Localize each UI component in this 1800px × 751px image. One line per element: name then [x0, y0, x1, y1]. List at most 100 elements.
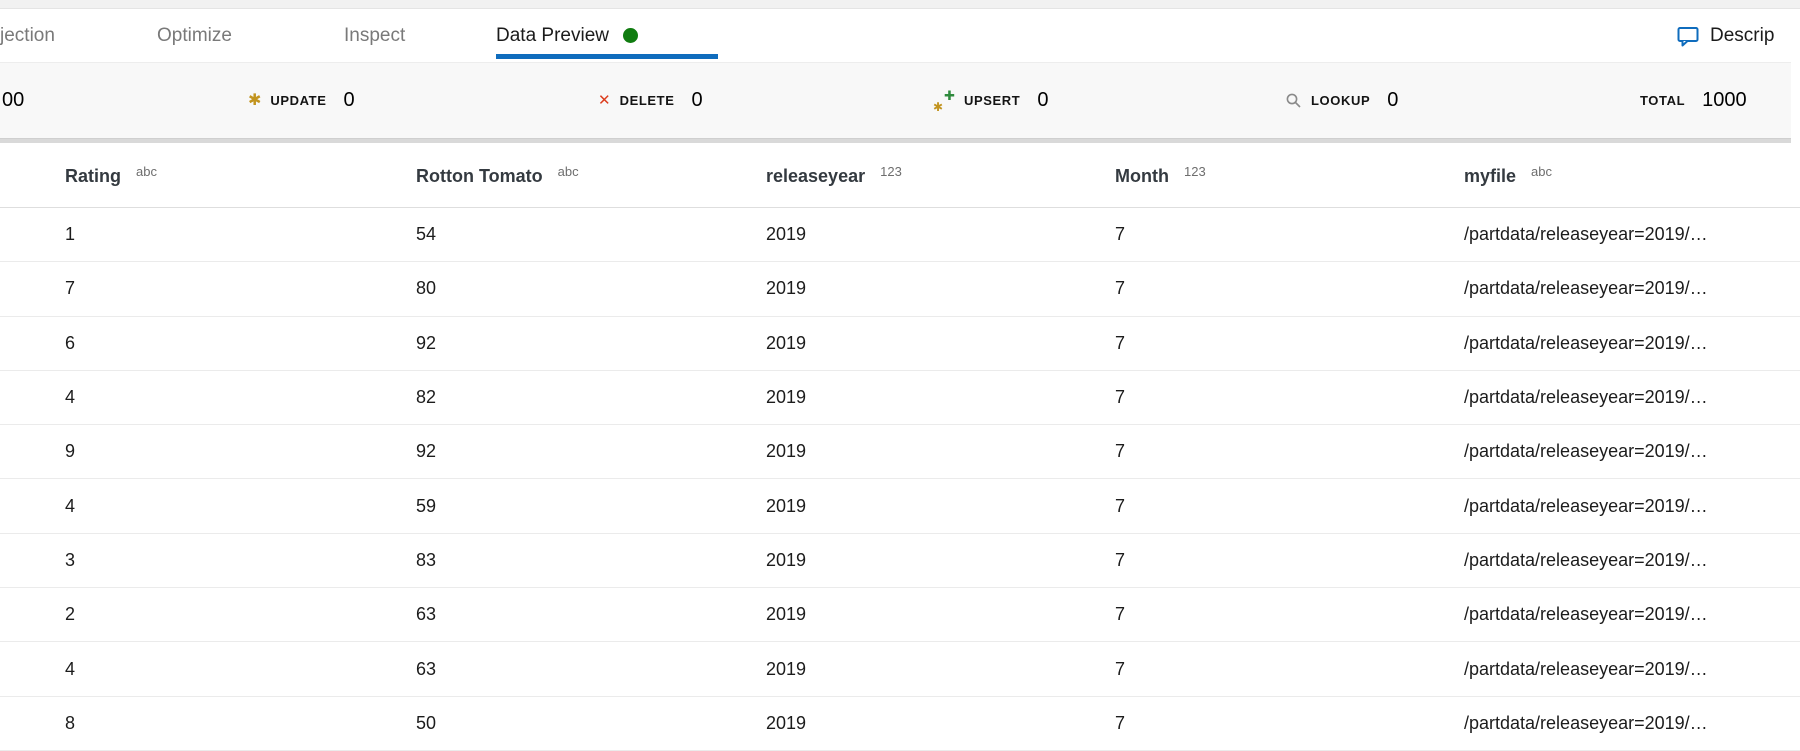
table-cell: 8 [65, 712, 76, 733]
table-cell: 80 [416, 278, 437, 299]
tab-label: Optimize [157, 24, 232, 46]
table-cell: 7 [1115, 332, 1126, 353]
table-cell: 63 [416, 658, 437, 679]
column-type-badge: abc [1531, 164, 1552, 179]
column-name: Month [1115, 166, 1169, 186]
table-cell: 2019 [766, 549, 807, 570]
data-preview-table: Rating abc Rotton Tomato abc releaseyear… [0, 146, 1800, 751]
lookup-label: LOOKUP [1311, 93, 1371, 108]
column-header[interactable]: Rating abc [65, 164, 416, 187]
table-cell: 2019 [766, 387, 807, 408]
table-cell: 4 [65, 658, 76, 679]
update-label: UPDATE [270, 93, 327, 108]
table-cell: /partdata/releaseyear=2019/… [1464, 604, 1708, 625]
table-cell: 92 [416, 441, 437, 462]
table-cell: 7 [1115, 278, 1126, 299]
lookup-count: 0 [1387, 89, 1399, 111]
insert-count: 00 [2, 89, 25, 111]
table-cell: 7 [65, 278, 76, 299]
tab-label: Inspect [344, 24, 406, 46]
lookup-magnifier-icon [1285, 92, 1302, 109]
table-row[interactable]: 7 80 2019 7/partdata/releaseyear=2019/… [0, 262, 1800, 317]
column-name: Rating [65, 166, 121, 186]
table-cell: 2019 [766, 658, 807, 679]
table-cell: /partdata/releaseyear=2019/… [1464, 549, 1708, 570]
table-row[interactable]: 1 54 2019 7/partdata/releaseyear=2019/… [0, 208, 1800, 263]
table-cell: 50 [416, 712, 437, 733]
table-row[interactable]: 4 63 2019 7/partdata/releaseyear=2019/… [0, 642, 1800, 697]
tab-projection-truncated[interactable]: jection [0, 9, 55, 62]
comment-bubble-icon [1677, 26, 1699, 46]
column-name: Rotton Tomato [416, 166, 543, 186]
description-button[interactable]: Descrip [1676, 9, 1774, 62]
column-name: releaseyear [766, 166, 866, 186]
stat-update: ✱ UPDATE 0 [248, 63, 355, 138]
column-type-badge: 123 [880, 164, 902, 179]
table-cell: 2019 [766, 604, 807, 625]
stat-insert-truncated: 00 [2, 63, 24, 138]
stat-upsert: ✱ ✚ UPSERT 0 [933, 63, 1048, 138]
column-type-badge: abc [557, 164, 579, 179]
table-row[interactable]: 6 92 2019 7/partdata/releaseyear=2019/… [0, 317, 1800, 371]
tab-label: Data Preview [496, 24, 609, 46]
table-header-row: Rating abc Rotton Tomato abc releaseyear… [0, 146, 1800, 208]
table-cell: 2019 [766, 278, 807, 299]
table-cell: 59 [416, 495, 437, 516]
upsert-asterisk-plus-icon: ✱ ✚ [933, 87, 955, 114]
table-cell: 7 [1115, 604, 1126, 625]
table-cell: 7 [1115, 549, 1126, 570]
table-cell: 63 [416, 604, 437, 625]
tab-optimize[interactable]: Optimize [157, 9, 232, 62]
table-cell: /partdata/releaseyear=2019/… [1464, 387, 1708, 408]
table-cell: 7 [1115, 224, 1126, 245]
tab-inspect[interactable]: Inspect [344, 9, 405, 62]
delete-x-icon: ✕ [598, 92, 611, 109]
tab-data-preview[interactable]: Data Preview [496, 9, 718, 62]
table-cell: 54 [416, 224, 437, 245]
table-cell: 2019 [766, 712, 807, 733]
table-cell: 2 [65, 604, 76, 625]
update-asterisk-icon: ✱ [248, 91, 262, 109]
delete-label: DELETE [619, 93, 675, 108]
table-cell: 4 [65, 495, 76, 516]
total-label: TOTAL [1640, 93, 1686, 108]
table-cell: 1 [65, 224, 76, 245]
table-cell: /partdata/releaseyear=2019/… [1464, 332, 1708, 353]
section-divider [0, 138, 1791, 143]
table-row[interactable]: 3 83 2019 7/partdata/releaseyear=2019/… [0, 534, 1800, 589]
upsert-label: UPSERT [964, 93, 1021, 108]
tab-bar: jection Optimize Inspect Data Preview De… [0, 9, 1800, 62]
table-cell: 7 [1115, 441, 1126, 462]
table-row[interactable]: 9 92 2019 7/partdata/releaseyear=2019/… [0, 425, 1800, 480]
table-row[interactable]: 8 50 2019 7/partdata/releaseyear=2019/… [0, 697, 1800, 751]
upsert-count: 0 [1037, 89, 1049, 111]
table-row[interactable]: 2 63 2019 7/partdata/releaseyear=2019/… [0, 588, 1800, 643]
table-cell: 92 [416, 332, 437, 353]
tab-label: jection [0, 24, 55, 46]
table-cell: /partdata/releaseyear=2019/… [1464, 658, 1708, 679]
toolbar-bottom-strip [0, 0, 1800, 9]
table-cell: 2019 [766, 332, 807, 353]
table-cell: 7 [1115, 495, 1126, 516]
stat-total: TOTAL 1000 [1640, 63, 1747, 138]
table-cell: 9 [65, 441, 76, 462]
table-cell: 4 [65, 387, 76, 408]
table-cell: /partdata/releaseyear=2019/… [1464, 224, 1708, 245]
table-row[interactable]: 4 59 2019 7/partdata/releaseyear=2019/… [0, 479, 1800, 534]
table-cell: 7 [1115, 712, 1126, 733]
table-row[interactable]: 4 82 2019 7/partdata/releaseyear=2019/… [0, 371, 1800, 426]
column-header[interactable]: myfile abc [1464, 164, 1800, 187]
stat-delete: ✕ DELETE 0 [598, 63, 703, 138]
column-header[interactable]: Month 123 [1115, 164, 1464, 187]
column-header[interactable]: releaseyear 123 [766, 164, 1115, 187]
table-cell: /partdata/releaseyear=2019/… [1464, 712, 1708, 733]
table-cell: /partdata/releaseyear=2019/… [1464, 278, 1708, 299]
total-count: 1000 [1702, 89, 1747, 111]
table-cell: 2019 [766, 441, 807, 462]
column-type-badge: abc [136, 164, 157, 179]
column-header[interactable]: Rotton Tomato abc [416, 164, 766, 187]
table-cell: 83 [416, 549, 437, 570]
stat-lookup: LOOKUP 0 [1285, 63, 1398, 138]
description-label: Descrip [1710, 24, 1775, 46]
